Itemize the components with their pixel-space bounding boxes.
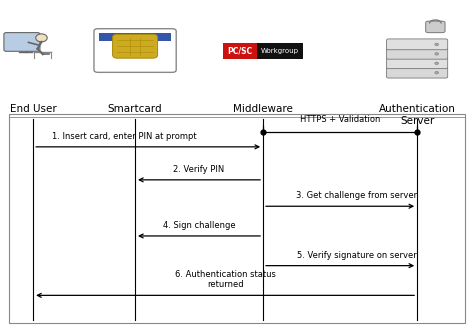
Text: HTTPS + Validation: HTTPS + Validation: [300, 115, 380, 124]
Text: Smartcard: Smartcard: [108, 104, 163, 114]
Text: 5. Verify signature on server: 5. Verify signature on server: [297, 251, 417, 260]
Circle shape: [435, 72, 438, 74]
Bar: [223, 43, 303, 59]
Text: Middleware: Middleware: [233, 104, 293, 114]
Circle shape: [36, 34, 47, 42]
Text: 4. Sign challenge: 4. Sign challenge: [163, 221, 236, 230]
Text: 2. Verify PIN: 2. Verify PIN: [173, 165, 225, 174]
FancyBboxPatch shape: [387, 39, 447, 50]
FancyBboxPatch shape: [387, 58, 447, 69]
Text: 3. Get challenge from server: 3. Get challenge from server: [296, 191, 417, 200]
Bar: [223, 43, 256, 59]
Text: PC/SC: PC/SC: [227, 47, 252, 56]
Text: Authentication
Server: Authentication Server: [379, 104, 456, 125]
Text: 1. Insert card, enter PIN at prompt: 1. Insert card, enter PIN at prompt: [52, 132, 197, 141]
FancyBboxPatch shape: [387, 67, 447, 78]
Circle shape: [435, 43, 438, 46]
Text: Workgroup: Workgroup: [261, 48, 299, 54]
Bar: [99, 33, 171, 41]
FancyBboxPatch shape: [426, 21, 445, 33]
Circle shape: [435, 62, 438, 65]
FancyBboxPatch shape: [387, 49, 447, 59]
FancyBboxPatch shape: [112, 34, 157, 58]
Text: 6. Authentication status
returned: 6. Authentication status returned: [175, 270, 275, 289]
Text: End User: End User: [10, 104, 56, 114]
FancyBboxPatch shape: [94, 29, 176, 72]
FancyBboxPatch shape: [4, 33, 40, 51]
Bar: [9, 114, 465, 323]
Circle shape: [435, 52, 438, 55]
